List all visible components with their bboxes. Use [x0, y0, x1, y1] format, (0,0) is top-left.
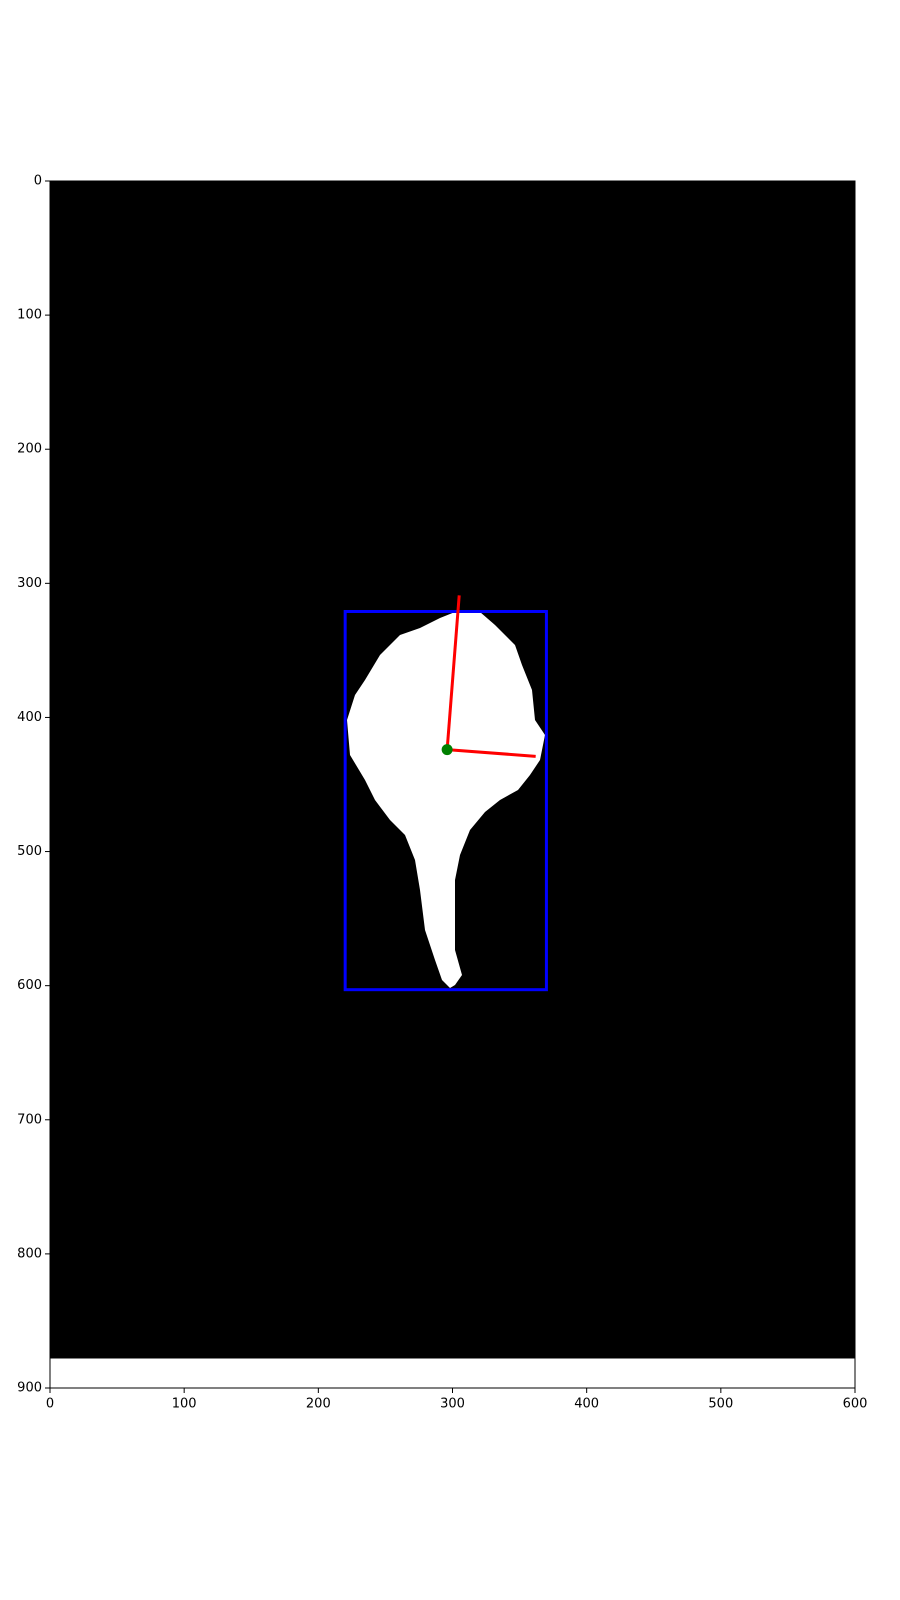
y-tick-label: 900 — [17, 1381, 42, 1396]
x-tick-label: 400 — [574, 1397, 599, 1412]
bounding-box — [343, 609, 548, 992]
y-tick-label: 800 — [17, 1246, 42, 1261]
x-tick-label: 100 — [172, 1397, 197, 1412]
overlay — [343, 595, 548, 992]
x-tick-label: 500 — [708, 1397, 733, 1412]
y-tick-label: 500 — [17, 844, 42, 859]
y-tick-label: 300 — [17, 576, 42, 591]
x-tick-label: 300 — [440, 1397, 465, 1412]
y-tick-label: 100 — [17, 308, 42, 323]
principal-axis — [447, 748, 536, 758]
y-tick-label: 0 — [34, 174, 42, 189]
leaf-mask — [347, 612, 545, 988]
x-tick-label: 600 — [843, 1397, 868, 1412]
y-tick-label: 400 — [17, 710, 42, 725]
y-tick-label: 700 — [17, 1112, 42, 1127]
y-tick-label: 200 — [17, 442, 42, 457]
x-tick-label: 0 — [46, 1397, 54, 1412]
y-tick-label: 600 — [17, 978, 42, 993]
centroid — [441, 744, 453, 756]
principal-axis — [445, 595, 461, 750]
x-tick-label: 200 — [306, 1397, 331, 1412]
